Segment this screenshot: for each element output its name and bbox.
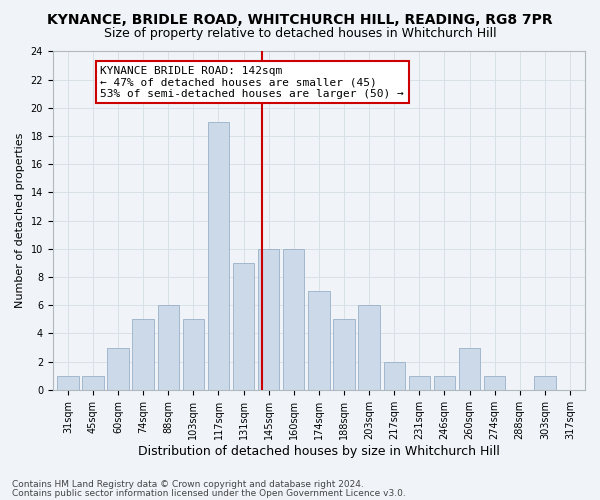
X-axis label: Distribution of detached houses by size in Whitchurch Hill: Distribution of detached houses by size …: [138, 444, 500, 458]
Bar: [434, 376, 455, 390]
Bar: [107, 348, 129, 390]
Y-axis label: Number of detached properties: Number of detached properties: [15, 133, 25, 308]
Bar: [409, 376, 430, 390]
Bar: [182, 320, 204, 390]
Bar: [158, 306, 179, 390]
Text: KYNANCE, BRIDLE ROAD, WHITCHURCH HILL, READING, RG8 7PR: KYNANCE, BRIDLE ROAD, WHITCHURCH HILL, R…: [47, 12, 553, 26]
Bar: [283, 249, 304, 390]
Bar: [258, 249, 280, 390]
Bar: [484, 376, 505, 390]
Text: Size of property relative to detached houses in Whitchurch Hill: Size of property relative to detached ho…: [104, 28, 496, 40]
Bar: [57, 376, 79, 390]
Bar: [334, 320, 355, 390]
Bar: [308, 291, 329, 390]
Bar: [358, 306, 380, 390]
Bar: [383, 362, 405, 390]
Bar: [133, 320, 154, 390]
Bar: [534, 376, 556, 390]
Bar: [233, 263, 254, 390]
Bar: [459, 348, 480, 390]
Bar: [208, 122, 229, 390]
Bar: [82, 376, 104, 390]
Text: Contains public sector information licensed under the Open Government Licence v3: Contains public sector information licen…: [12, 489, 406, 498]
Text: KYNANCE BRIDLE ROAD: 142sqm
← 47% of detached houses are smaller (45)
53% of sem: KYNANCE BRIDLE ROAD: 142sqm ← 47% of det…: [100, 66, 404, 99]
Text: Contains HM Land Registry data © Crown copyright and database right 2024.: Contains HM Land Registry data © Crown c…: [12, 480, 364, 489]
